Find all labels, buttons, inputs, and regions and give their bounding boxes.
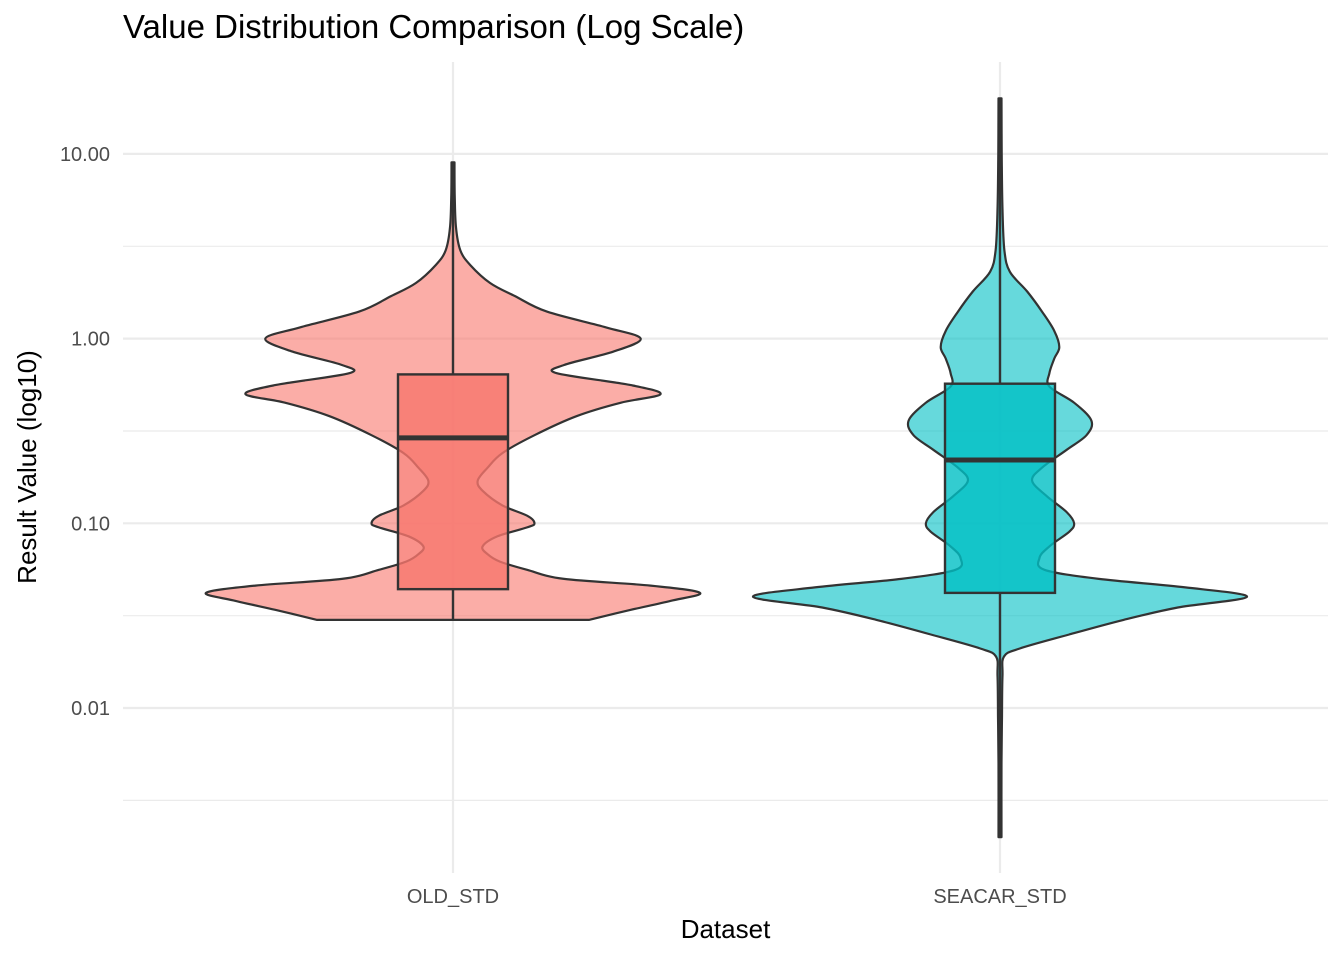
box-seacar-std	[943, 382, 1057, 595]
x-tick-label: SEACAR_STD	[933, 886, 1066, 908]
axes: 0.01 0.10 1.00 10.00 OLD_STD SEACAR_STD Datase…	[12, 144, 1067, 944]
y-tick-label: 0.01	[71, 698, 110, 720]
grid	[123, 62, 1328, 873]
chart-title: Value Distribution Comparison (Log Scale…	[123, 8, 745, 45]
y-tick-label: 1.00	[71, 329, 110, 351]
box-old-std	[396, 373, 510, 591]
plot-marks	[204, 97, 1249, 839]
y-tick-label: 10.00	[60, 144, 110, 166]
y-axis-title: Result Value (log10)	[12, 350, 42, 584]
x-axis-title: Dataset	[681, 914, 771, 944]
y-tick-label: 0.10	[71, 513, 110, 535]
x-tick-label: OLD_STD	[407, 886, 499, 908]
